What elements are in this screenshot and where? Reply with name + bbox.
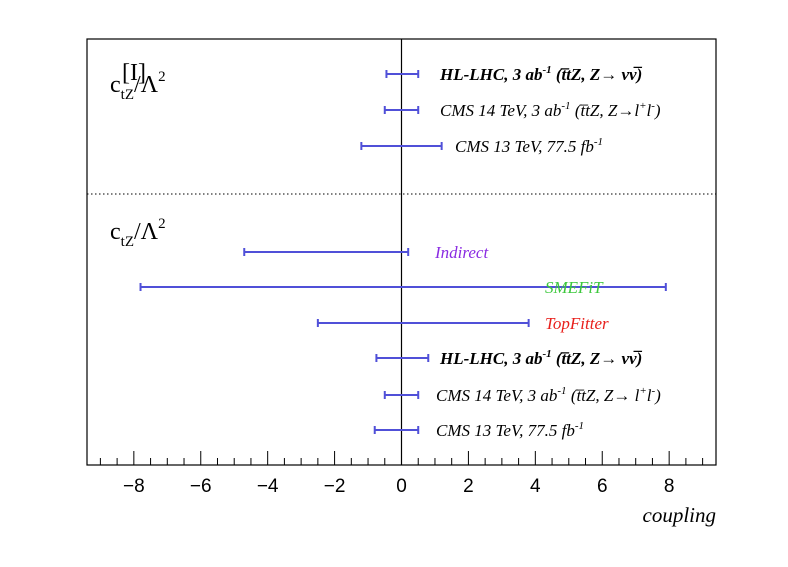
- interval-label: HL-LHC, 3 ab-1 (t̅tZ, Z→ νν̅): [439, 348, 643, 368]
- interval-bars: [139, 70, 667, 434]
- x-tick-label: −2: [324, 476, 346, 497]
- x-tick-label: 8: [664, 476, 675, 497]
- interval-labels: ctZ/Λ2[I] HL-LHC, 3 ab-1 (t̅tZ, Z→ νν̅)CM…: [110, 60, 661, 440]
- group-label: ctZ/Λ2: [110, 216, 166, 250]
- interval-label: CMS 14 TeV, 3 ab-1 (t̅tZ, Z→l+l-): [440, 100, 661, 120]
- x-tick-label: −6: [190, 476, 212, 497]
- interval-label: CMS 14 TeV, 3 ab-1 (t̅tZ, Z→ l+l-): [436, 385, 661, 405]
- x-tick-label: −8: [123, 476, 145, 497]
- x-axis-title: coupling: [643, 503, 717, 527]
- interval-label: HL-LHC, 3 ab-1 (t̅tZ, Z→ νν̅): [439, 64, 643, 84]
- x-tick-label: 2: [463, 476, 474, 497]
- x-tick-label: 0: [396, 476, 407, 497]
- interval-label: CMS 13 TeV, 77.5 fb-1: [436, 420, 584, 440]
- x-axis: −8 −6 −4 −2 0 2 4 6 8: [99, 451, 704, 497]
- group-label: ctZ/Λ2: [110, 69, 166, 103]
- interval-label: CMS 13 TeV, 77.5 fb-1: [455, 136, 603, 156]
- x-tick-label: 4: [530, 476, 541, 497]
- x-tick-label: −4: [257, 476, 279, 497]
- interval-label: Indirect: [434, 243, 489, 262]
- interval-label: SMEFiT: [545, 278, 604, 297]
- interval-label: TopFitter: [545, 314, 609, 333]
- x-tick-label: 6: [597, 476, 608, 497]
- group-label-superscript: [I]: [122, 60, 146, 86]
